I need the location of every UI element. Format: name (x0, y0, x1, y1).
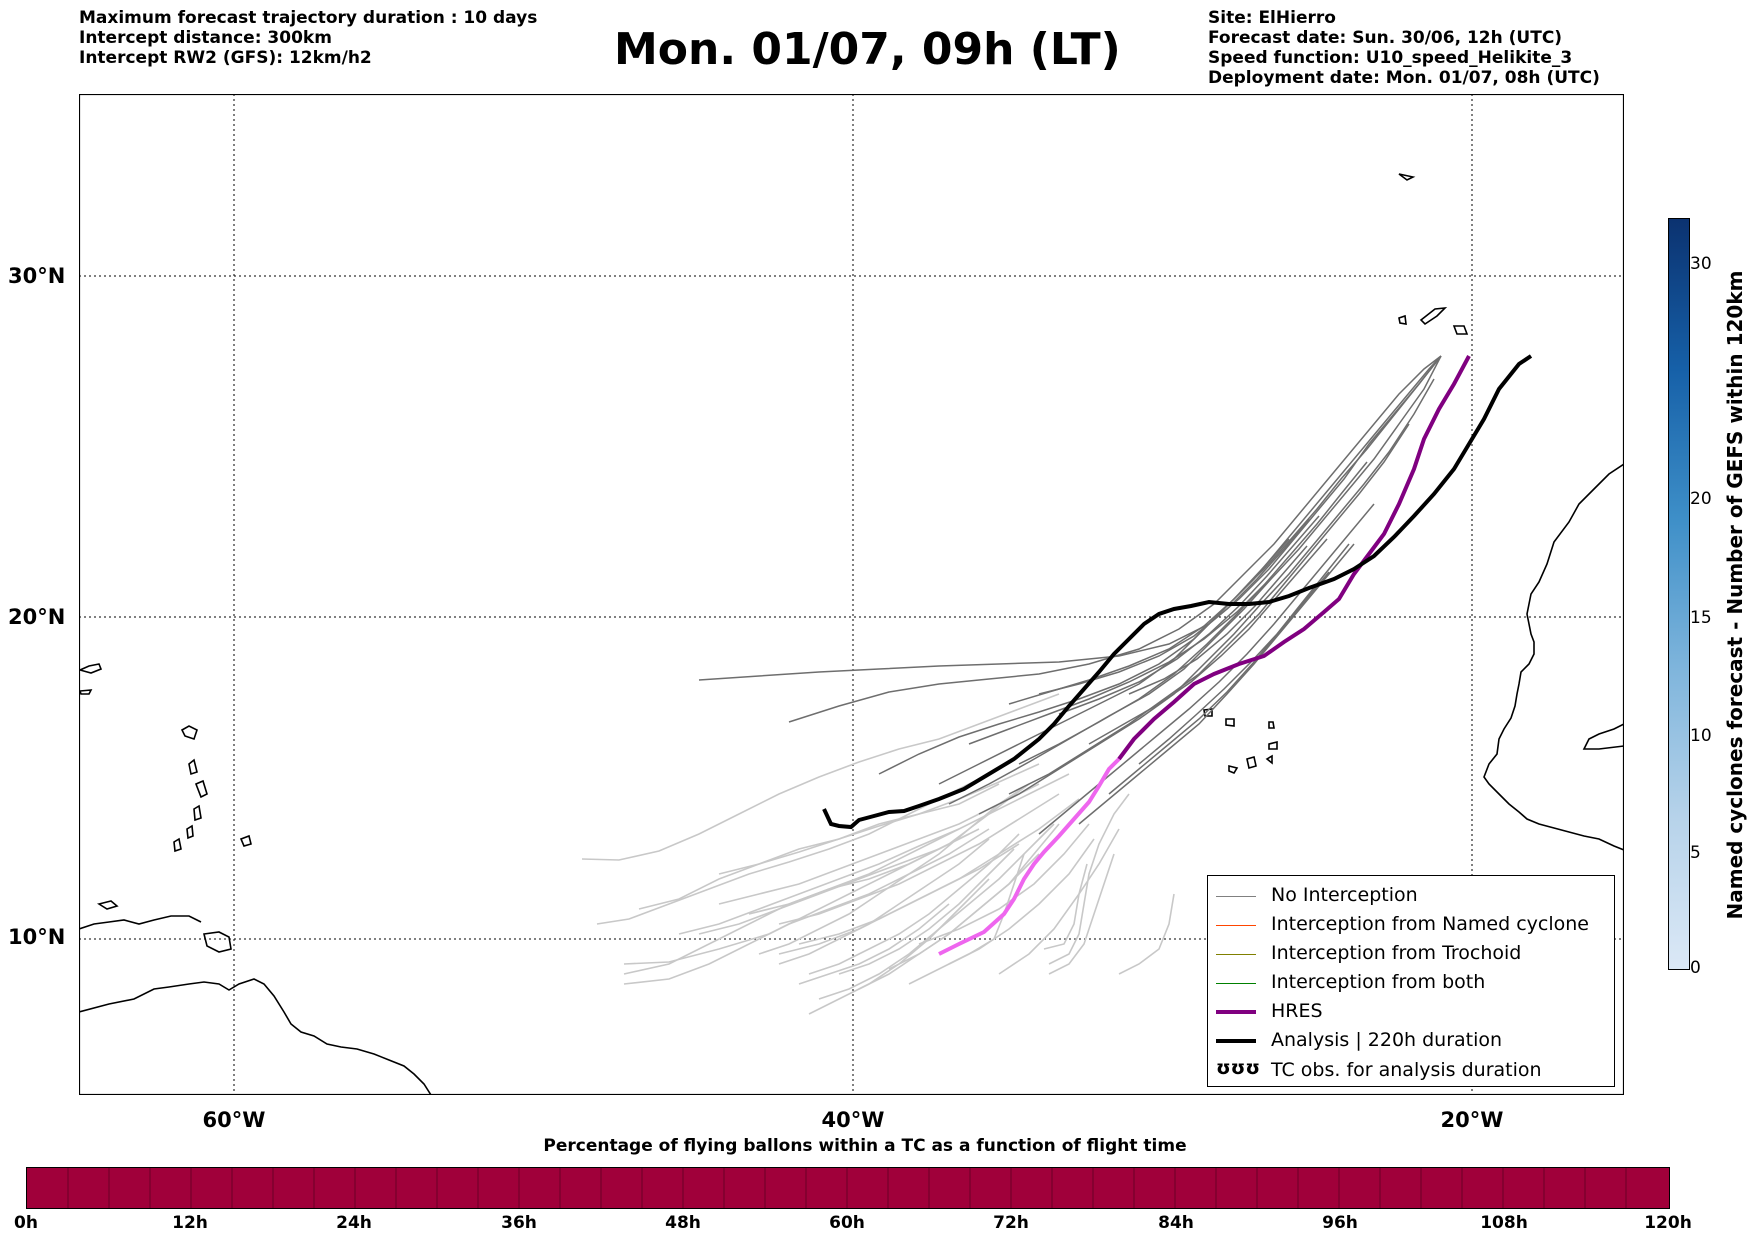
flight-time-tick: 84h (1158, 1213, 1194, 1233)
legend-label: TC obs. for analysis duration (1271, 1059, 1542, 1081)
legend-item: Interception from Trochoid (1208, 940, 1614, 968)
island (188, 758, 198, 776)
flight-time-tick: 36h (501, 1213, 537, 1233)
page-title: Mon. 01/07, 09h (LT) (614, 24, 1121, 75)
legend-label: Analysis | 220h duration (1271, 1029, 1503, 1051)
cape-verde (1268, 740, 1278, 750)
legend-line-named-cyclone (1216, 925, 1256, 926)
flight-time-tick: 60h (829, 1213, 865, 1233)
cape-verde (1246, 755, 1257, 770)
cape-verde (1228, 764, 1239, 774)
flight-time-tick: 108h (1480, 1213, 1528, 1233)
flight-time-bar (26, 1167, 1670, 1209)
hres-trajectory-early (938, 757, 1121, 956)
cape-verde (1225, 718, 1235, 727)
legend-label: Interception from both (1271, 971, 1486, 993)
legend-item: HRES (1208, 998, 1614, 1026)
legend-label: HRES (1271, 1000, 1323, 1022)
header-line: Forecast date: Sun. 30/06, 12h (UTC) (1208, 28, 1563, 48)
canary-island (1419, 306, 1448, 326)
header-line: Maximum forecast trajectory duration : 1… (79, 8, 538, 28)
legend-item: Interception from Named cyclone (1208, 911, 1614, 939)
colorbar-tick: 10 (1690, 726, 1712, 746)
lat-label-30n: 30°N (8, 264, 66, 288)
flight-time-tick: 24h (336, 1213, 372, 1233)
island (180, 725, 198, 741)
lon-label-40w: 40°W (821, 1108, 885, 1132)
south-america-coast (79, 978, 432, 1095)
africa-coast (1483, 463, 1624, 851)
island (186, 824, 194, 840)
canary-island (1452, 325, 1469, 335)
colorbar-label: Named cyclones forecast - Number of GEFS… (1723, 270, 1747, 920)
lat-label-10n: 10°N (8, 925, 66, 949)
legend-line-no-interception (1216, 896, 1256, 897)
coastlines (79, 173, 1624, 1095)
legend-item: Interception from both (1208, 969, 1614, 997)
header-info-left: Maximum forecast trajectory duration : 1… (79, 8, 537, 68)
colorbar-tick: 5 (1690, 843, 1701, 863)
legend-line-both (1216, 983, 1256, 984)
colorbar-tick: 30 (1690, 254, 1712, 274)
map-legend: No Interception Interception from Named … (1207, 875, 1615, 1087)
header-line: Intercept RW2 (GFS): 12km/h2 (79, 48, 372, 68)
legend-item: ʊʊʊ TC obs. for analysis duration (1208, 1057, 1614, 1085)
cape-verde (1268, 721, 1275, 729)
header-line: Site: ElHierro (1208, 8, 1336, 28)
flight-time-tick: 0h (14, 1213, 38, 1233)
hres-trajectory (1117, 355, 1471, 761)
trinidad-coast (203, 931, 232, 953)
header-info-right: Site: ElHierro Forecast date: Sun. 30/06… (1208, 8, 1600, 88)
map-gridlines (79, 94, 1624, 1095)
island (239, 834, 252, 847)
flight-time-tick: 48h (665, 1213, 701, 1233)
island (194, 779, 208, 799)
flight-time-tick: 120h (1644, 1213, 1692, 1233)
africa-coast-2 (1582, 723, 1624, 750)
legend-line-trochoid (1216, 954, 1256, 955)
madeira (1398, 173, 1416, 181)
header-line: Deployment date: Mon. 01/07, 08h (UTC) (1208, 68, 1600, 88)
flight-time-bar-title: Percentage of flying ballons within a TC… (543, 1136, 1187, 1156)
legend-item: No Interception (1208, 882, 1614, 910)
venezuela-north (79, 915, 202, 930)
cape-verde (1265, 754, 1273, 765)
colorbar-tick: 0 (1690, 958, 1701, 978)
island (193, 804, 202, 822)
tc-symbol-icon: ʊʊʊ (1216, 1057, 1261, 1079)
flight-time-tick: 72h (993, 1213, 1029, 1233)
header-line: Intercept distance: 300km (79, 28, 332, 48)
lat-label-20n: 20°N (8, 605, 66, 629)
island (79, 663, 103, 674)
flight-time-tick: 96h (1322, 1213, 1358, 1233)
island (96, 900, 119, 910)
island (79, 689, 93, 695)
colorbar-tick: 20 (1690, 489, 1712, 509)
cyclone-colorbar (1668, 218, 1690, 970)
colorbar-tick: 15 (1690, 608, 1712, 628)
legend-label: Interception from Named cyclone (1271, 913, 1589, 935)
legend-label: No Interception (1271, 884, 1418, 906)
analysis-trajectory (822, 354, 1533, 830)
trajectory-map (79, 94, 1624, 1095)
canary-island (1398, 314, 1407, 325)
legend-line-analysis (1216, 1039, 1256, 1043)
legend-line-hres (1216, 1010, 1256, 1014)
header-line: Speed function: U10_speed_Helikite_3 (1208, 48, 1573, 68)
lon-label-20w: 20°W (1440, 1108, 1504, 1132)
legend-item: Analysis | 220h duration (1208, 1027, 1614, 1055)
flight-time-tick: 12h (172, 1213, 208, 1233)
lon-label-60w: 60°W (202, 1108, 266, 1132)
legend-label: Interception from Trochoid (1271, 942, 1522, 964)
island (173, 837, 182, 853)
ensemble-trajectories-light (581, 693, 1175, 1015)
